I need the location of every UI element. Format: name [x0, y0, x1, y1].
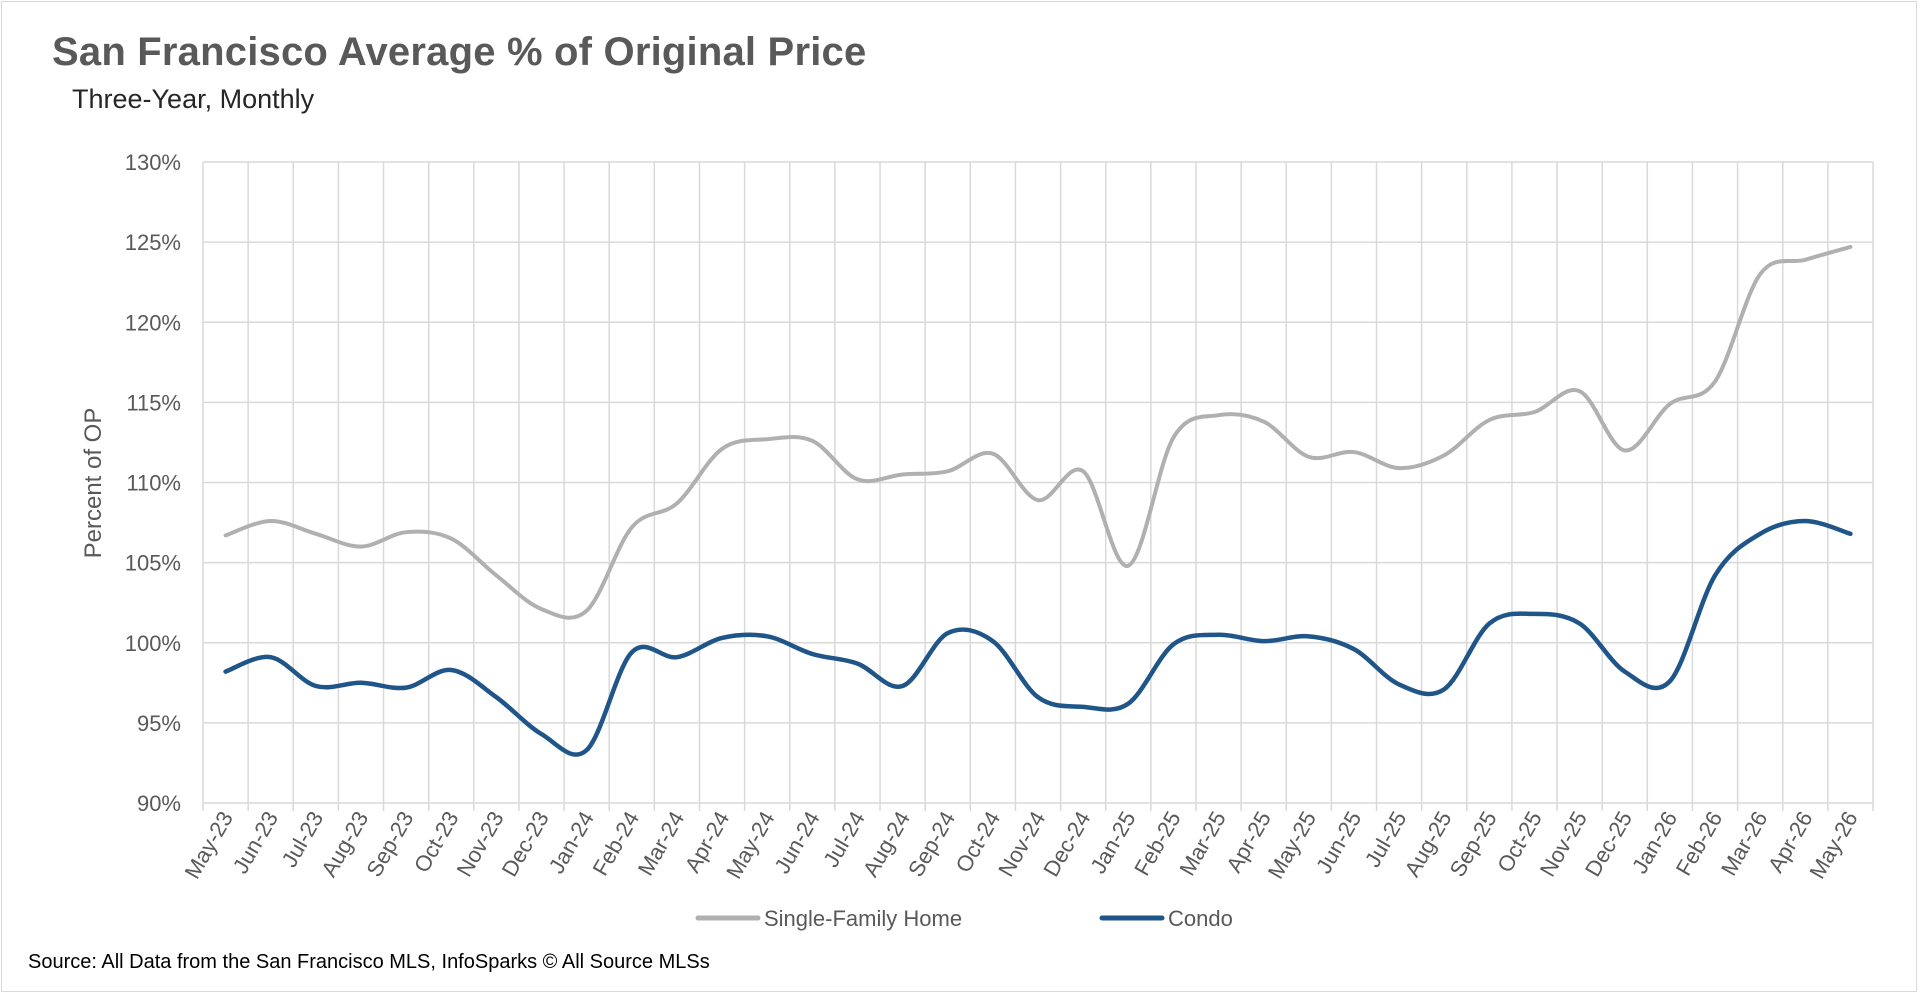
y-axis-title: Percent of OP — [80, 408, 107, 559]
series-line-condo — [223, 518, 1853, 757]
y-tick-label: 95% — [137, 711, 181, 736]
x-tick-label: Jun-25 — [1311, 807, 1366, 878]
y-tick-label: 130% — [125, 150, 181, 175]
series-lines — [223, 244, 1853, 757]
legend-label: Single-Family Home — [764, 906, 962, 931]
legend: Single-Family Home Condo — [695, 906, 1233, 931]
y-tick-label: 105% — [125, 551, 181, 576]
y-tick-label: 115% — [126, 390, 181, 415]
legend-label: Condo — [1168, 906, 1233, 931]
y-tick-label: 120% — [125, 310, 181, 335]
y-tick-label: 90% — [137, 791, 181, 816]
grid-lines — [202, 161, 1874, 811]
x-tick-label: Jun-24 — [769, 807, 824, 878]
y-tick-label: 100% — [125, 631, 181, 656]
y-tick-label: 110% — [126, 471, 181, 496]
chart-title: San Francisco Average % of Original Pric… — [52, 30, 867, 74]
x-axis-ticks: May-23Jun-23Jul-23Aug-23Sep-23Oct-23Nov-… — [180, 807, 1863, 883]
y-tick-label: 125% — [125, 230, 181, 255]
series-line-single-family-home — [223, 244, 1853, 620]
chart-subtitle: Three-Year, Monthly — [72, 84, 315, 114]
x-tick-label: May-23 — [180, 807, 238, 883]
x-tick-label: Jun-23 — [228, 807, 283, 878]
source-note: Source: All Data from the San Francisco … — [28, 951, 710, 973]
y-axis-ticks: 90% 95% 100% 105% 110% 115% 120% 125% 130% — [125, 150, 181, 816]
